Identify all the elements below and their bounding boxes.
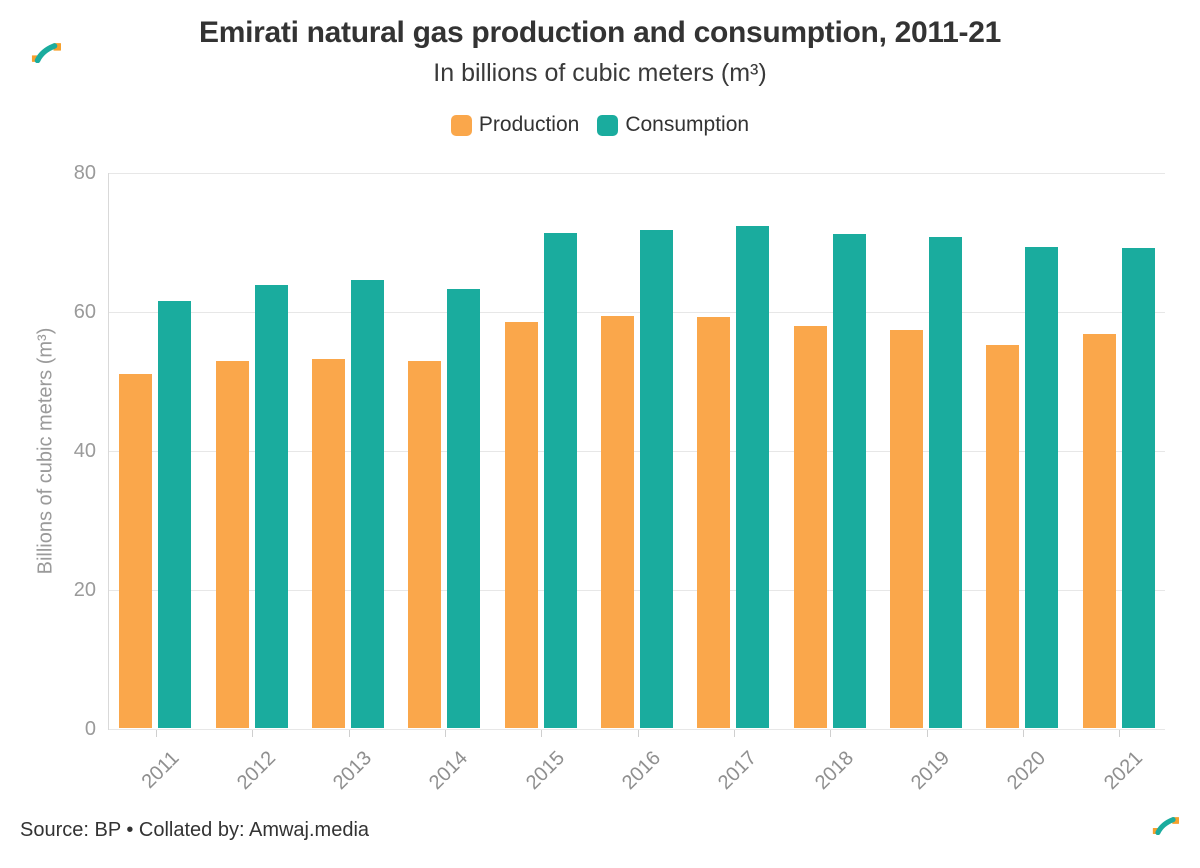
x-tick-2020 [1022,729,1024,737]
source-attribution: Source: BP • Collated by: Amwaj.media [20,819,370,841]
bar-consumption-2011 [158,300,192,729]
gridline-y-80 [108,173,1165,174]
x-tick-2013 [348,729,350,737]
x-tick-label-2016: 2016 [618,747,666,795]
page-subtitle: In billions of cubic meters (m³) [433,59,767,87]
amwaj-logo-small-icon [1152,816,1179,840]
x-tick-2011 [155,729,157,737]
gridline-y-60 [108,311,1165,313]
bar-production-2014 [408,361,442,729]
bar-consumption-2014 [447,288,481,729]
y-tick-label-80: 80 [73,162,96,184]
bar-production-2013 [312,359,345,729]
bar-consumption-2019 [929,236,963,729]
bar-production-2017 [697,316,731,729]
x-tick-2018 [830,729,832,737]
x-tick-label-2011: 2011 [137,747,184,793]
bar-consumption-2013 [351,279,384,729]
bar-consumption-2012 [254,284,288,729]
bar-consumption-2018 [832,234,866,729]
bar-production-2021 [1082,334,1116,729]
bar-consumption-2017 [736,225,770,729]
bar-production-2012 [215,361,249,729]
x-tick-2017 [733,729,735,737]
bar-production-2018 [793,325,827,729]
y-axis-line [108,173,109,730]
amwaj-logo-svg [31,43,61,64]
x-tick-label-2019: 2019 [907,747,955,795]
x-tick-label-2021: 2021 [1099,747,1147,795]
bar-production-2015 [504,322,538,729]
bar-consumption-2020 [1025,246,1059,729]
legend: Production Consumption [0,113,1200,137]
bar-production-2011 [119,374,153,729]
y-tick-label-20: 20 [73,578,96,601]
legend-label-consumption: Consumption [625,113,750,136]
legend-item-production: Production [450,113,580,137]
production-swatch-icon [450,114,472,136]
x-tick-label-2018: 2018 [810,747,858,795]
y-tick-label-40: 40 [73,439,96,462]
bar-production-2020 [986,344,1020,729]
x-tick-2014 [444,729,446,737]
x-tick-label-2017: 2017 [714,747,762,795]
gridline-y-0 [108,728,1165,730]
bar-consumption-2016 [640,229,674,729]
amwaj-logo-small-svg [1152,817,1179,836]
x-tick-2015 [541,729,543,737]
x-tick-2021 [1119,729,1121,737]
gridline-y-40 [108,450,1165,452]
bar-production-2016 [601,316,635,729]
bar-production-2019 [890,329,924,729]
y-tick-label-0: 0 [84,717,96,740]
legend-item-consumption: Consumption [597,113,749,137]
page-title: Emirati natural gas production and consu… [199,16,1001,49]
x-tick-label-2015: 2015 [521,747,569,795]
x-tick-label-2020: 2020 [1003,747,1051,795]
gridline-y-20 [108,589,1165,591]
bar-consumption-2015 [543,232,577,729]
x-tick-2016 [637,729,639,737]
consumption-swatch-icon [597,114,619,136]
y-tick-label-60: 60 [73,300,96,323]
x-tick-label-2012: 2012 [232,747,280,795]
x-tick-label-2013: 2013 [329,747,377,795]
bar-consumption-2021 [1121,247,1155,729]
legend-label-production: Production [478,113,580,136]
x-tick-2019 [926,729,928,737]
x-tick-label-2014: 2014 [425,747,473,795]
x-tick-2012 [252,729,254,737]
amwaj-logo-icon [31,42,61,68]
